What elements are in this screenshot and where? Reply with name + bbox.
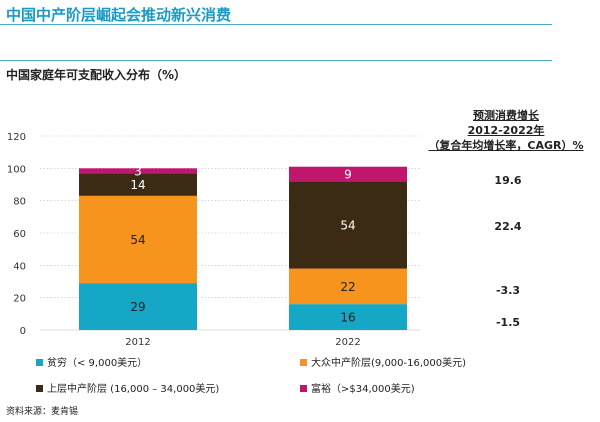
legend-swatch-poor [36, 359, 43, 366]
y-tick-label: 20 [13, 294, 26, 305]
data-label: 9 [344, 167, 352, 181]
bar-segment [79, 168, 197, 174]
y-tick-label: 120 [7, 132, 26, 143]
legend-label-affluent: 富裕（>$34,000美元) [311, 384, 415, 395]
growth-value-mass-middle: -3.3 [495, 284, 521, 297]
growth-header-line1: 预测消费增长 [473, 109, 539, 122]
y-tick-label: 100 [7, 164, 26, 175]
bar-segment [289, 166, 407, 182]
growth-value-poor: -1.5 [495, 316, 521, 329]
source-note: 资料来源：麦肯锡 [6, 407, 79, 417]
legend-item-affluent: 富裕（>$34,000美元) [300, 380, 415, 395]
data-label: 22 [340, 280, 355, 294]
legend-label-upper-middle: 上层中产阶层 (16,000 – 34,000美元) [47, 384, 220, 395]
growth-header-line2: 2012-2022年 [467, 124, 545, 137]
growth-header-line3: （复合年均增长率，CAGR）% [428, 139, 584, 152]
legend-label-mass-middle: 大众中产阶层(9,000-16,000美元) [311, 358, 467, 369]
chart-subtitle: 中国家庭年可支配收入分布（%） [6, 68, 187, 82]
y-tick-label: 80 [13, 197, 26, 208]
data-label: 54 [130, 233, 145, 247]
bar-segment [79, 173, 197, 196]
legend-swatch-mass-middle [300, 359, 307, 366]
legend-item-poor: 贫穷（< 9,000美元） [36, 354, 147, 369]
data-label: 29 [130, 300, 145, 314]
y-tick-label: 40 [13, 261, 26, 272]
y-tick-label: 60 [13, 229, 26, 240]
growth-header: 预测消费增长 2012-2022年 （复合年均增长率，CAGR）% [416, 108, 596, 153]
bar-segment [289, 181, 407, 269]
data-label: 3 [134, 164, 142, 178]
data-label: 54 [340, 218, 355, 232]
legend-item-mass-middle: 大众中产阶层(9,000-16,000美元) [300, 354, 466, 369]
legend-item-upper-middle: 上层中产阶层 (16,000 – 34,000美元) [36, 380, 219, 395]
bar-segment [289, 304, 407, 330]
legend-swatch-affluent [300, 385, 307, 392]
bar-segment [289, 268, 407, 305]
page-title: 中国中产阶层崛起会推动新兴消费 [6, 6, 232, 24]
legend-swatch-upper-middle [36, 385, 43, 392]
data-label: 16 [340, 311, 355, 325]
y-tick-label: 0 [20, 326, 26, 337]
bar-segment [79, 195, 197, 284]
legend-label-poor: 贫穷（< 9,000美元） [47, 358, 148, 369]
growth-value-affluent: 19.6 [494, 174, 522, 187]
growth-value-upper-middle: 22.4 [494, 220, 522, 233]
title-divider [0, 24, 552, 25]
bar-segment [79, 283, 197, 330]
x-tick-label: 2022 [335, 337, 360, 348]
data-label: 14 [130, 178, 145, 192]
x-tick-label: 2012 [125, 337, 150, 348]
subtitle-divider [0, 60, 552, 61]
